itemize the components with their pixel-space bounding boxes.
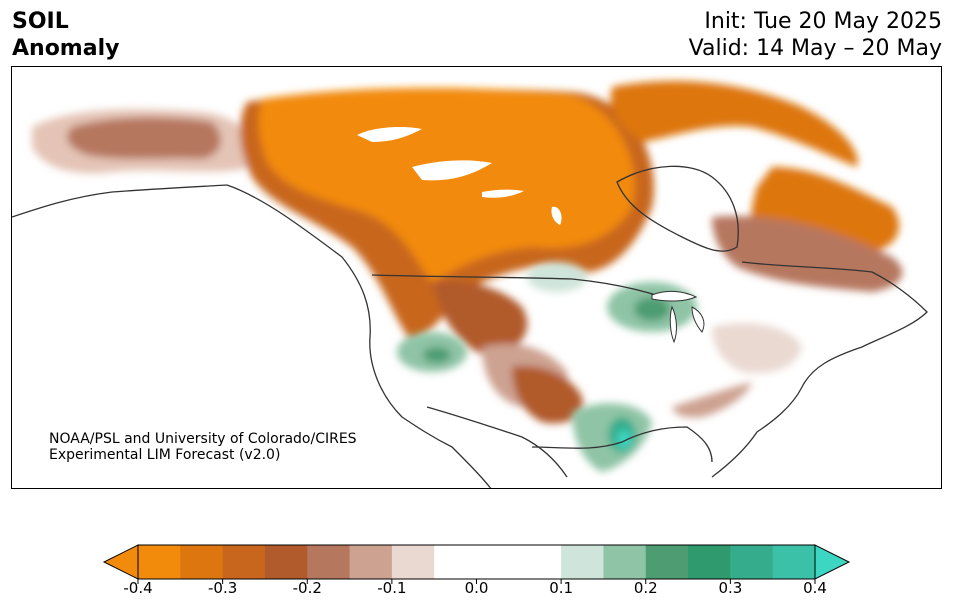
credit-line-1: NOAA/PSL and University of Colorado/CIRE…	[49, 431, 357, 447]
colorbar-tick-label: 0.1	[549, 579, 574, 597]
colorbar-tick-label: 0.3	[718, 579, 743, 597]
baffin-orange	[610, 81, 858, 167]
colorbar-cell	[730, 545, 774, 579]
plains-green	[527, 262, 587, 292]
lake-huron	[691, 306, 705, 333]
colorbar-cell	[603, 545, 647, 579]
colorbar-tick-label: 0.4	[803, 579, 827, 597]
great-slave-lake	[412, 160, 492, 181]
coastlines	[12, 165, 928, 488]
gulf-coast-cyan	[617, 430, 631, 448]
colorbar-cell	[518, 545, 562, 579]
colorbar-cell	[645, 545, 689, 579]
credit-text: NOAA/PSL and University of Colorado/CIRE…	[49, 431, 357, 463]
forecast-dates: Init: Tue 20 May 2025 Valid: 14 May – 20…	[689, 8, 942, 62]
great-bear-lake	[357, 127, 422, 142]
colorbar-tick-label: -0.4	[123, 579, 153, 597]
colorbar-cell	[434, 545, 520, 579]
lake-winnipeg	[551, 206, 562, 225]
colorbar-extend-high	[814, 544, 851, 580]
colorbar-tick-label: -0.3	[207, 579, 238, 597]
colorbar-cell	[138, 545, 181, 579]
appalachia-light	[712, 323, 802, 374]
texas-brown	[512, 366, 583, 424]
pacific-coast	[226, 184, 492, 488]
great-bear-lakes	[357, 127, 562, 225]
colorbar-cell	[222, 545, 266, 579]
colorbar-tick-label: -0.1	[377, 579, 407, 597]
colorbar-cell	[772, 545, 816, 579]
canada-orange-core	[258, 87, 635, 282]
great-lakes-dark	[634, 297, 670, 321]
us-mexico-border	[426, 406, 568, 478]
rockies-brown	[432, 280, 528, 357]
plot-title: SOIL Anomaly	[12, 8, 119, 62]
map-panel	[11, 66, 942, 489]
credit-line-2: Experimental LIM Forecast (v2.0)	[49, 447, 281, 463]
colorbar-cell	[264, 545, 308, 579]
quebec-brown	[712, 216, 903, 292]
southeast-brown	[672, 382, 752, 418]
lake-superior	[651, 290, 698, 302]
colorbar-cell	[307, 545, 351, 579]
colorbar	[102, 544, 851, 584]
valid-period: Valid: 14 May – 20 May	[688, 36, 942, 61]
colorbar-cell	[561, 545, 604, 579]
title-line-1: SOIL	[12, 9, 69, 34]
init-date: Init: Tue 20 May 2025	[704, 9, 942, 34]
title-line-2: Anomaly	[12, 36, 120, 61]
lake-michigan	[669, 305, 677, 344]
great-lakes	[651, 290, 705, 344]
atlantic-coast	[711, 261, 928, 478]
colorbar-cell	[391, 545, 435, 579]
dry-anomaly-fields	[32, 81, 903, 424]
colorbar-cell	[688, 545, 731, 579]
colorbar-tick-label: -0.2	[292, 579, 322, 597]
alaska-brown-band	[67, 117, 221, 159]
canada-us-border	[371, 274, 663, 298]
anomaly-map	[12, 81, 928, 488]
hudson-bay	[616, 165, 739, 252]
gulf-coast	[531, 426, 713, 463]
alaska-coast	[12, 184, 228, 218]
colorbar-cell	[180, 545, 224, 579]
lake-athabasca	[482, 189, 524, 198]
great-basin-dark	[423, 347, 451, 363]
colorbar-tick-label: 0.0	[464, 579, 489, 597]
colorbar-cell	[349, 545, 393, 579]
colorbar-extend-low	[102, 544, 139, 580]
colorbar-tick-label: 0.2	[633, 579, 658, 597]
